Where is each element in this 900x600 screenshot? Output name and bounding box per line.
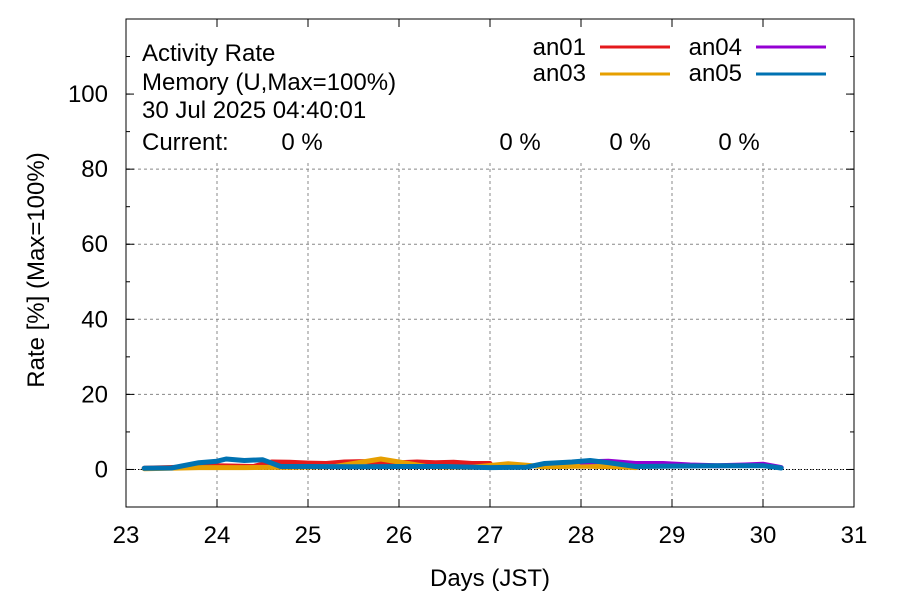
- y-tick-label-80: 80: [81, 156, 108, 183]
- current-value-an01: 0 %: [281, 129, 322, 156]
- y-tick-label-100: 100: [68, 81, 108, 108]
- x-tick-label-31: 31: [841, 522, 868, 549]
- x-tick-label-26: 26: [386, 522, 413, 549]
- current-value-an05: 0 %: [718, 129, 759, 156]
- legend-label-an03: an03: [533, 60, 586, 87]
- legend-label-an05: an05: [689, 60, 742, 87]
- series-line-an05: [141, 456, 784, 471]
- axis-ticks: 0 20 40 60 80 100 23 24 25 26 27 28 29 30 31: [68, 18, 868, 549]
- legend-label-an01: an01: [533, 34, 586, 61]
- x-tick-label-28: 28: [568, 522, 595, 549]
- y-tick-label-0: 0: [95, 456, 108, 483]
- chart-subtitle: Memory (U,Max=100%): [142, 69, 396, 96]
- data-series: [141, 456, 784, 472]
- chart-title: Activity Rate: [142, 40, 275, 67]
- current-label: Current:: [142, 129, 229, 156]
- chart-timestamp: 30 Jul 2025 04:40:01: [142, 97, 366, 124]
- x-tick-label-29: 29: [659, 522, 686, 549]
- legend: an01 an03 an04 an05: [533, 34, 826, 87]
- x-tick-label-23: 23: [113, 522, 140, 549]
- x-tick-label-27: 27: [477, 522, 504, 549]
- current-value-an04: 0 %: [609, 129, 650, 156]
- current-value-an03: 0 %: [499, 129, 540, 156]
- legend-label-an04: an04: [689, 34, 742, 61]
- y-tick-label-20: 20: [81, 381, 108, 408]
- x-tick-label-30: 30: [750, 522, 777, 549]
- x-tick-label-24: 24: [204, 522, 231, 549]
- y-axis-title: Rate [%] (Max=100%): [23, 152, 50, 387]
- x-tick-label-25: 25: [295, 522, 322, 549]
- y-tick-label-40: 40: [81, 306, 108, 333]
- info-area-background: [127, 20, 853, 160]
- x-axis-title: Days (JST): [430, 565, 550, 592]
- grid: [126, 19, 854, 507]
- y-tick-label-60: 60: [81, 231, 108, 258]
